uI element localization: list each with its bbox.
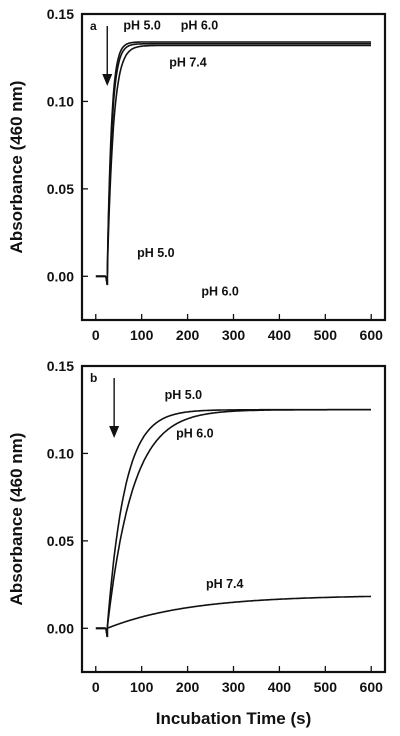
x-tick-label: 600 [360,679,384,695]
plot-frame [80,12,387,322]
series-line [105,595,371,638]
panel-letter: b [90,371,97,385]
series-label: pH 7.4 [206,577,244,591]
y-tick-label: 0.10 [47,445,74,461]
x-tick-label: 400 [268,327,292,343]
series-label: pH 6.0 [176,427,214,441]
y-tick-label: 0.00 [47,620,74,636]
series-label: pH 6.0 [181,19,219,33]
x-tick-label: 0 [92,679,100,695]
x-tick-label: 300 [222,679,246,695]
x-tick-label: 200 [176,679,200,695]
y-tick-label: 0.15 [47,6,74,22]
x-tick-label: 400 [268,679,292,695]
series-label: pH 5.0 [137,246,175,260]
arrow-icon [102,73,113,86]
series-line [105,41,371,286]
y-tick-label: 0.10 [47,93,74,109]
x-tick-label: 200 [176,327,200,343]
series-label: pH 6.0 [201,285,239,299]
series-line [105,44,371,286]
y-tick-label: 0.15 [47,358,74,374]
y-tick-label: 0.00 [47,268,74,284]
x-tick-label: 600 [360,327,384,343]
arrow-icon [109,425,120,438]
x-tick-label: 0 [92,327,100,343]
series-label: pH 5.0 [123,19,161,33]
series-label: pH 7.4 [169,55,207,69]
panel-a: a 0 100 200 300 400 500 600 0.00 0.05 0.10 0.15 Abso… [7,6,387,343]
panel-letter: a [90,19,97,33]
series-line [105,42,371,286]
series-line [105,408,371,638]
x-tick-label: 500 [314,679,338,695]
panel-b: b 0 100 200 300 400 500 600 0.00 0.05 0.10 0.15 Abso… [7,358,387,728]
y-tick-label: 0.05 [47,533,74,549]
x-tick-label: 100 [130,327,154,343]
series-label: pH 5.0 [165,388,203,402]
y-axis-title: Absorbance (460 nm) [7,433,26,606]
x-tick-label: 300 [222,327,246,343]
x-axis-title: Incubation Time (s) [156,709,312,728]
series-line [105,408,371,638]
x-tick-label: 500 [314,327,338,343]
y-axis-title: Absorbance (460 nm) [7,81,26,254]
y-tick-label: 0.05 [47,181,74,197]
x-tick-label: 100 [130,679,154,695]
